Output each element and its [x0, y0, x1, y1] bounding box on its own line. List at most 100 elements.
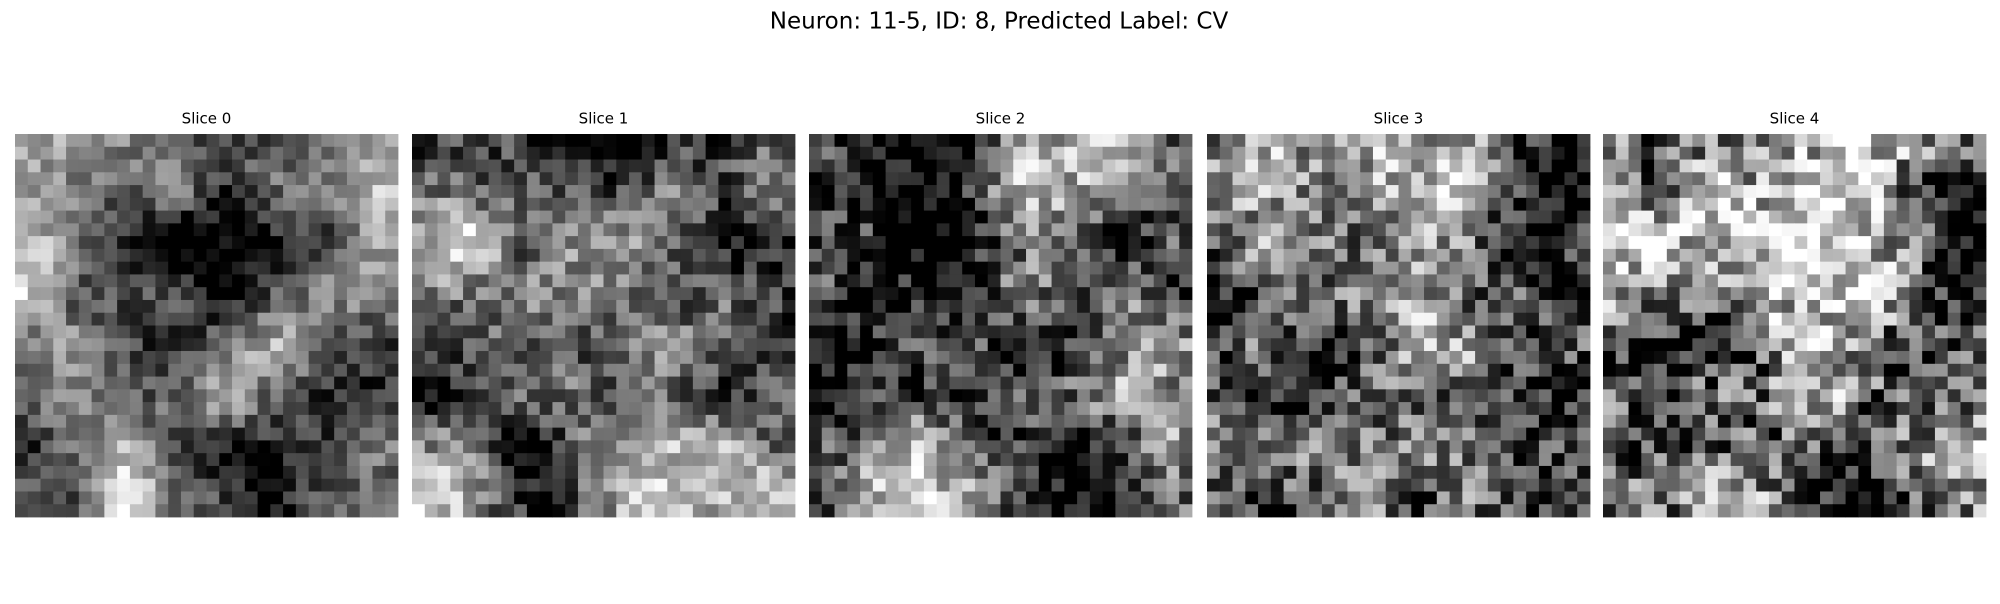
- pixel: [1360, 287, 1374, 301]
- pixel: [257, 248, 271, 263]
- pixel: [232, 363, 246, 377]
- pixel: [1179, 414, 1193, 429]
- pixel: [1500, 185, 1514, 199]
- pixel: [437, 236, 451, 250]
- pixel: [1462, 363, 1476, 377]
- pixel: [1000, 312, 1014, 326]
- pixel: [809, 287, 823, 301]
- pixel: [1871, 376, 1885, 390]
- pixel: [1922, 299, 1936, 314]
- pixel: [526, 453, 541, 467]
- pixel: [577, 414, 592, 429]
- pixel: [782, 274, 796, 288]
- pixel: [1140, 465, 1155, 480]
- pixel: [1334, 236, 1348, 250]
- pixel: [1360, 363, 1374, 377]
- pixel: [1270, 504, 1284, 518]
- pixel: [1219, 172, 1233, 186]
- pixel: [769, 299, 783, 314]
- pixel: [936, 427, 950, 441]
- pixel: [66, 312, 80, 326]
- pixel: [15, 414, 29, 429]
- pixel: [911, 159, 925, 173]
- pixel: [1666, 134, 1680, 148]
- pixel: [1705, 223, 1719, 237]
- pixel: [66, 223, 80, 237]
- pixel: [155, 453, 169, 467]
- pixel: [1628, 261, 1642, 275]
- pixel: [565, 185, 579, 199]
- pixel: [756, 363, 770, 377]
- pixel: [257, 376, 271, 390]
- pixel: [1128, 414, 1142, 429]
- pixel: [1038, 491, 1052, 505]
- pixel: [1026, 414, 1040, 429]
- pixel: [1973, 274, 1987, 288]
- pixel: [1153, 402, 1167, 416]
- pixel: [1462, 159, 1476, 173]
- pixel: [1051, 261, 1065, 275]
- pixel: [1883, 236, 1898, 250]
- pixel: [731, 376, 745, 390]
- pixel: [629, 223, 643, 237]
- pixel: [552, 389, 566, 403]
- pixel: [91, 210, 105, 224]
- pixel: [1232, 287, 1246, 301]
- pixel: [283, 197, 297, 211]
- pixel: [641, 465, 655, 480]
- pixel: [1858, 210, 1872, 224]
- pixel: [1038, 185, 1052, 199]
- pixel: [718, 376, 732, 390]
- pixel: [1871, 351, 1885, 365]
- pixel: [206, 402, 220, 416]
- pixel: [283, 427, 297, 441]
- pixel: [680, 440, 694, 454]
- pixel: [834, 338, 848, 352]
- pixel: [667, 299, 681, 314]
- pixel: [885, 440, 899, 454]
- pixel: [885, 172, 899, 186]
- pixel: [616, 389, 630, 403]
- pixel: [1820, 185, 1834, 199]
- pixel: [821, 134, 835, 148]
- pixel: [1232, 261, 1246, 275]
- pixel: [718, 261, 732, 275]
- pixel: [346, 236, 361, 250]
- pixel: [1424, 465, 1438, 480]
- pixel: [936, 491, 950, 505]
- pixel: [1153, 478, 1167, 492]
- pixel: [129, 312, 144, 326]
- pixel: [885, 351, 899, 365]
- pixel: [821, 402, 835, 416]
- pixel: [1077, 351, 1091, 365]
- pixel: [987, 274, 1001, 288]
- pixel: [232, 402, 246, 416]
- pixel: [1026, 402, 1040, 416]
- pixel: [346, 351, 361, 365]
- pixel: [1051, 427, 1065, 441]
- pixel: [1102, 261, 1116, 275]
- pixel: [1000, 402, 1014, 416]
- pixel: [680, 478, 694, 492]
- pixel: [667, 287, 681, 301]
- pixel: [1717, 236, 1732, 250]
- pixel: [1411, 248, 1425, 263]
- pixel: [1947, 312, 1961, 326]
- pixel: [1794, 248, 1808, 263]
- pixel: [974, 351, 989, 365]
- pixel: [129, 491, 144, 505]
- pixel: [66, 299, 80, 314]
- pixel: [283, 261, 297, 275]
- pixel: [539, 402, 553, 416]
- pixel: [1102, 134, 1116, 148]
- pixel: [1115, 325, 1129, 339]
- pixel: [1564, 440, 1578, 454]
- pixel: [923, 440, 938, 454]
- pixel: [1973, 338, 1987, 352]
- pixel: [53, 287, 67, 301]
- pixel: [1628, 478, 1642, 492]
- pixel: [1140, 478, 1155, 492]
- pixel: [1449, 427, 1463, 441]
- pixel: [372, 338, 386, 352]
- pixel: [1807, 248, 1821, 263]
